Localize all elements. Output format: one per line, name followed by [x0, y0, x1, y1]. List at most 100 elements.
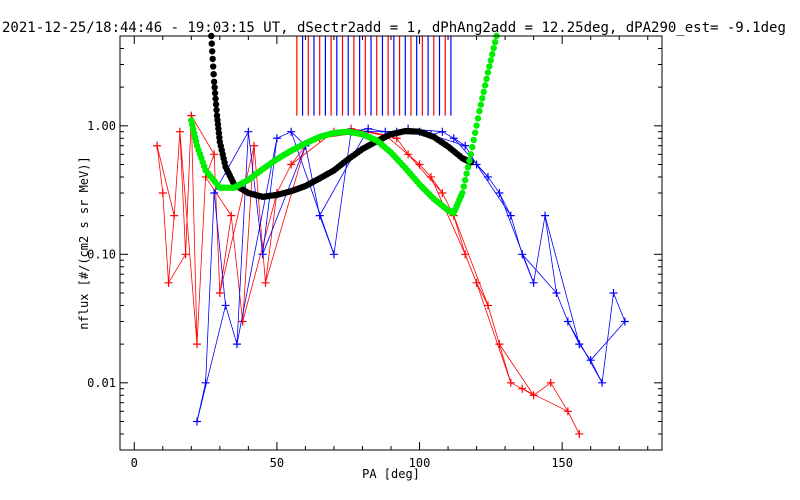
- trace-segment-blue: [453, 137, 466, 147]
- data-point-red: [153, 141, 162, 150]
- data-point-blue: [586, 356, 595, 365]
- data-point-blue: [221, 301, 230, 310]
- data-point-red: [175, 127, 184, 136]
- trace-segment-blue: [236, 138, 278, 345]
- trace-segment-blue: [544, 215, 580, 345]
- curve-dot-green: [491, 38, 499, 46]
- trace-segment-red: [453, 215, 489, 306]
- curve-dot-black: [213, 106, 220, 114]
- data-point-red: [575, 429, 584, 438]
- trace-segment-red: [385, 134, 420, 165]
- curve-dot-black: [210, 70, 217, 78]
- trace-segment-red: [265, 145, 306, 283]
- curve-dot-green: [484, 69, 492, 76]
- trace-segment-red: [407, 154, 443, 194]
- data-point-blue: [495, 189, 504, 198]
- data-point-red: [404, 150, 413, 159]
- trace-segment-red: [156, 145, 175, 216]
- curve-dot-green: [459, 189, 466, 197]
- data-point-blue: [449, 134, 458, 143]
- x-tick-label: 100: [409, 456, 431, 470]
- trace-segment-red: [550, 382, 569, 412]
- trace-segment-blue: [487, 176, 500, 194]
- data-point-red: [438, 189, 447, 198]
- trace-segment-blue: [601, 292, 614, 383]
- data-point-blue: [258, 250, 267, 259]
- curve-dot-green: [470, 136, 477, 144]
- curve-dot-black: [209, 48, 216, 55]
- curve-dot-black: [212, 101, 220, 108]
- data-point-blue: [272, 134, 281, 143]
- data-traces: [153, 36, 629, 438]
- curve-dot-black: [212, 95, 219, 102]
- trace-segment-blue: [613, 292, 626, 322]
- trace-segment-red: [162, 192, 169, 283]
- data-point-red: [181, 250, 190, 259]
- trace-segment-blue: [319, 128, 369, 216]
- trace-segment-red: [265, 192, 278, 283]
- data-point-blue: [598, 378, 607, 387]
- data-point-red: [210, 150, 219, 159]
- trace-segment-red: [242, 192, 278, 322]
- trace-segment-red: [567, 411, 580, 435]
- trace-segment-red: [476, 282, 489, 306]
- trace-segment-blue: [521, 254, 557, 294]
- curve-dot-black: [209, 63, 217, 70]
- curve-dot-green: [461, 176, 469, 184]
- trace-segment-red: [156, 145, 164, 194]
- curve-dot-green: [480, 88, 487, 96]
- trace-segment-red: [430, 176, 466, 255]
- data-point-red: [415, 160, 424, 169]
- curve-dot-green: [476, 107, 483, 115]
- data-point-red: [164, 278, 173, 287]
- data-point-red: [215, 288, 224, 297]
- trace-segment-red: [196, 176, 206, 345]
- data-point-blue: [518, 250, 527, 259]
- model-curves: [188, 32, 500, 217]
- data-point-blue: [609, 288, 618, 297]
- curve-dot-green: [473, 122, 480, 129]
- y-tick-label: 0.10: [87, 247, 116, 261]
- data-point-blue: [329, 250, 338, 259]
- data-point-red: [250, 141, 259, 150]
- data-point-blue: [620, 317, 629, 326]
- data-point-blue: [472, 160, 481, 169]
- trace-segment-blue: [196, 305, 226, 422]
- data-point-red: [261, 278, 270, 287]
- data-point-red: [170, 211, 179, 220]
- data-point-blue: [287, 127, 296, 136]
- data-point-blue: [438, 127, 447, 136]
- y-tick-label: 0.01: [87, 376, 116, 390]
- curve-dot-green: [490, 44, 497, 52]
- plot-frame: [119, 35, 663, 451]
- data-point-red: [546, 378, 555, 387]
- trace-segment-blue: [453, 138, 489, 178]
- data-point-blue: [552, 288, 561, 297]
- trace-segment-blue: [213, 192, 226, 306]
- trace-segment-red: [168, 215, 175, 283]
- data-point-red: [529, 391, 538, 400]
- trace-segment-red: [419, 164, 432, 178]
- x-tick-label: 150: [551, 456, 573, 470]
- x-tick-label: 0: [131, 456, 138, 470]
- trace-segment-red: [290, 145, 306, 165]
- curve-dot-green: [463, 170, 470, 177]
- trace-segment-blue: [276, 131, 292, 139]
- trace-segment-red: [168, 254, 186, 284]
- trace-segment-blue: [476, 164, 512, 216]
- curve-dot-green: [483, 75, 490, 83]
- data-point-red: [461, 250, 470, 259]
- data-point-red: [506, 378, 515, 387]
- trace-segment-red: [510, 382, 523, 390]
- trace-segment-blue: [590, 321, 626, 361]
- curve-dot-black: [208, 40, 215, 47]
- trace-segment-red: [179, 131, 187, 255]
- trace-segment-red: [453, 215, 466, 255]
- trace-segment-blue: [499, 192, 535, 283]
- data-point-blue: [364, 124, 373, 133]
- curve-dot-black: [211, 84, 218, 91]
- data-point-blue: [232, 340, 241, 349]
- trace-segment-blue: [333, 131, 352, 255]
- data-point-red: [238, 317, 247, 326]
